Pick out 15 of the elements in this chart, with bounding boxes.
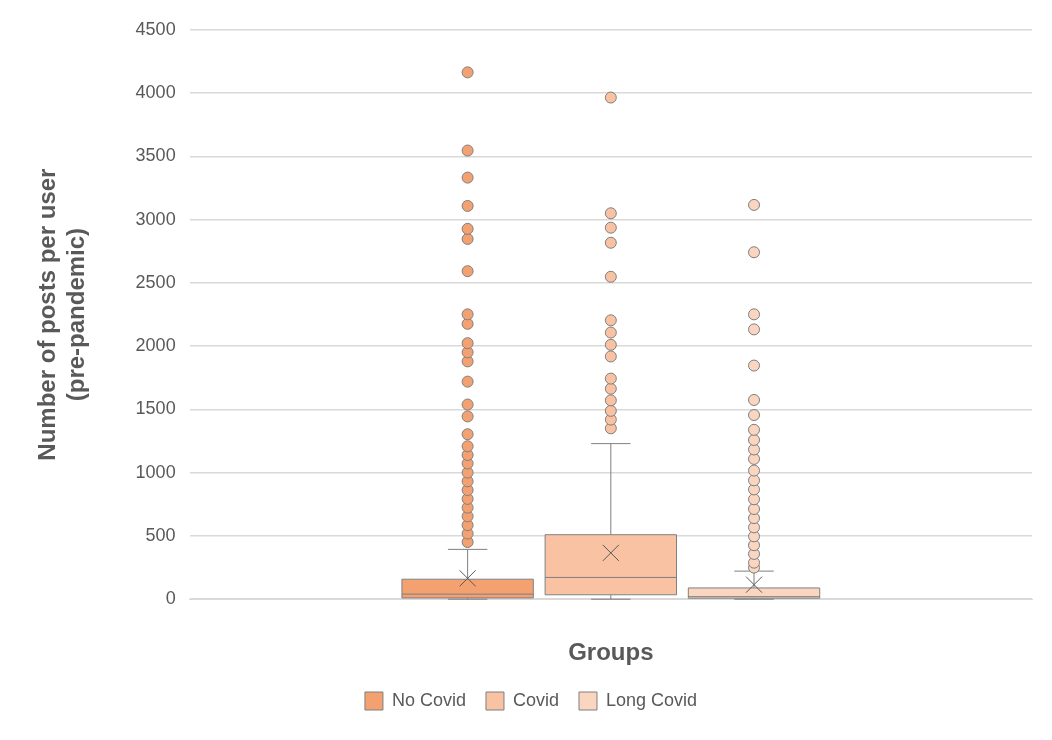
y-tick-label: 2500	[135, 271, 176, 292]
y-tick-label: 2000	[135, 335, 176, 356]
y-tick-label: 4000	[135, 82, 176, 103]
y-tick-label: 4500	[135, 18, 176, 39]
y-tick-label: 0	[165, 588, 176, 609]
y-tick-label: 3500	[135, 145, 176, 166]
y-axis-title: Number of posts per user (pre-pandemic)	[33, 168, 89, 461]
x-axis-title: Groups	[568, 638, 654, 666]
legend-label: Covid	[512, 689, 559, 710]
legend-label: No Covid	[391, 689, 466, 710]
y-tick-label: 1500	[135, 398, 176, 419]
y-tick-label: 500	[145, 524, 176, 545]
y-tick-label: 1000	[135, 461, 176, 482]
legend-label: Long Covid	[605, 689, 698, 710]
y-tick-label: 3000	[135, 208, 176, 229]
